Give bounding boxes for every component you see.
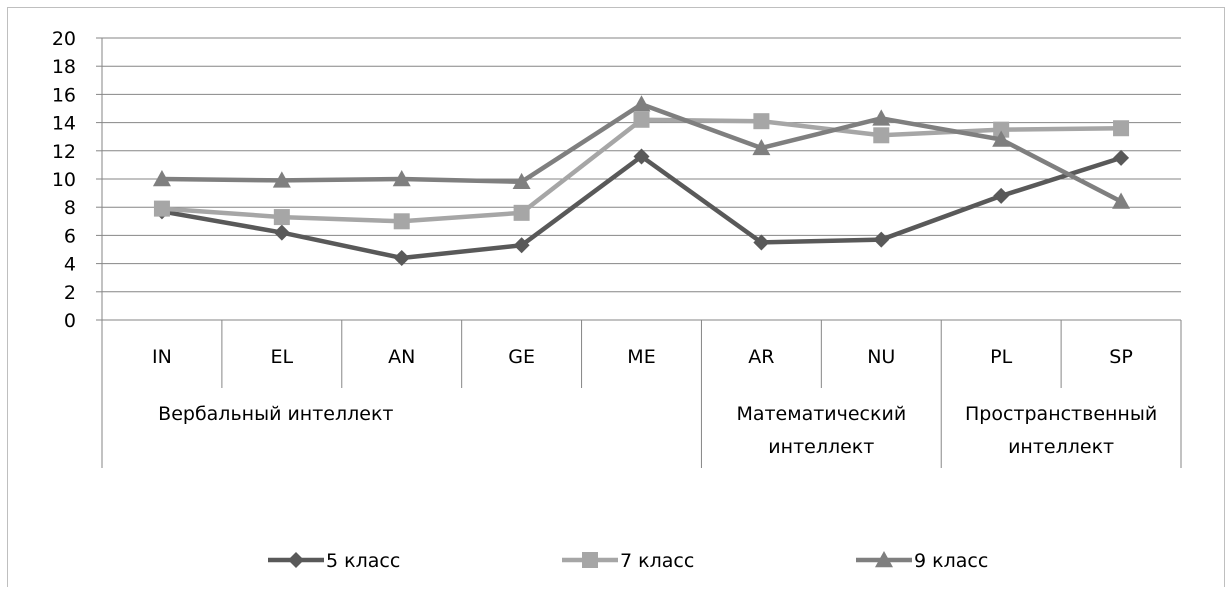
- data-point: [632, 95, 651, 112]
- legend-label: 7 класс: [620, 550, 694, 572]
- x-tick-label: IN: [152, 346, 172, 368]
- y-tick-label: 14: [52, 113, 76, 135]
- data-point: [752, 138, 771, 156]
- data-point: [1113, 149, 1130, 166]
- y-tick-label: 10: [52, 169, 76, 191]
- legend-marker: [582, 552, 598, 568]
- x-tick-label: AN: [388, 346, 415, 368]
- legend-marker: [875, 551, 893, 568]
- x-tick-label: NU: [867, 346, 895, 368]
- legend-label: 5 класс: [326, 550, 400, 572]
- data-point: [513, 237, 530, 254]
- data-point: [1113, 120, 1130, 137]
- data-point: [393, 213, 410, 230]
- x-tick-label: GE: [508, 346, 535, 368]
- data-point: [633, 111, 650, 128]
- data-point: [873, 231, 890, 248]
- y-tick-label: 18: [52, 56, 76, 78]
- data-point: [753, 113, 770, 130]
- data-point: [513, 204, 530, 221]
- data-point: [753, 234, 770, 251]
- data-point: [993, 187, 1010, 204]
- y-tick-label: 12: [52, 141, 76, 163]
- data-point: [273, 209, 290, 226]
- legend-label: 9 класс: [914, 550, 988, 572]
- data-point: [272, 171, 291, 188]
- legend-marker: [288, 552, 304, 568]
- x-tick-label: EL: [271, 346, 294, 368]
- data-point: [1112, 192, 1131, 209]
- data-point: [992, 130, 1011, 147]
- x-tick-label: AR: [748, 346, 774, 368]
- data-point: [393, 249, 410, 266]
- y-tick-label: 2: [64, 282, 76, 304]
- category-group-label: Математический: [736, 403, 906, 425]
- x-tick-label: PL: [990, 346, 1012, 368]
- data-point: [512, 172, 531, 190]
- y-tick-label: 16: [52, 84, 76, 106]
- data-point: [872, 109, 891, 126]
- x-tick-label: ME: [627, 346, 655, 368]
- data-point: [873, 127, 890, 144]
- category-group-label: Вербальный интеллект: [158, 403, 393, 425]
- y-tick-label: 0: [64, 310, 76, 332]
- data-point: [993, 121, 1010, 138]
- x-tick-label: SP: [1109, 346, 1133, 368]
- y-tick-label: 6: [64, 225, 76, 247]
- y-tick-label: 8: [64, 197, 76, 219]
- data-point: [633, 148, 650, 165]
- y-tick-label: 4: [64, 254, 76, 276]
- data-point: [152, 170, 171, 187]
- chart-frame: [7, 7, 1225, 587]
- category-group-label: интеллект: [768, 436, 874, 458]
- data-point: [392, 170, 411, 187]
- y-tick-label: 20: [52, 28, 76, 50]
- category-group-label: интеллект: [1008, 436, 1114, 458]
- category-group-label: Пространственный: [965, 403, 1157, 425]
- data-point: [273, 224, 290, 241]
- data-point: [153, 200, 170, 217]
